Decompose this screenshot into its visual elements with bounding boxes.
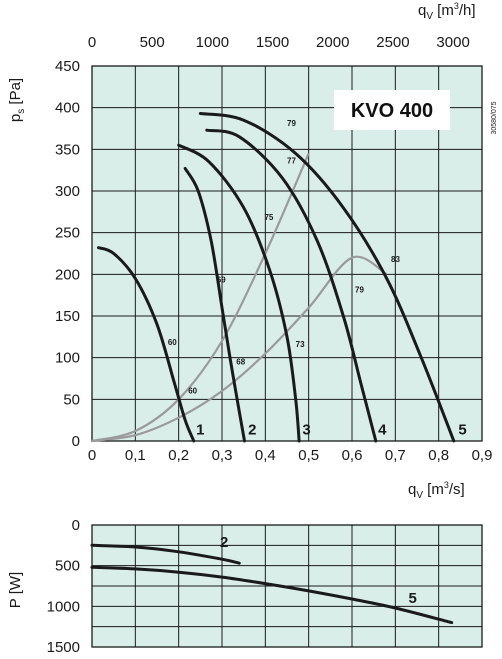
efficiency-label: 73 <box>296 340 305 349</box>
x-tick-label: 0,9 <box>472 447 493 464</box>
x-axis-title-sub: V <box>416 490 423 501</box>
top-axis-title-unit-pre: [m <box>433 2 454 19</box>
pressure-chart: 0 0,1 0,2 0,3 0,4 0,5 0,6 0,7 0,8 0,9050100150200… <box>7 1 498 501</box>
x-tick-label: 0,7 <box>385 447 406 464</box>
tick-labels: 0 0,1 0,2 0,3 0,4 0,5 0,6 0,7 0,8 0,9050100150200… <box>55 34 492 464</box>
efficiency-label: 79 <box>355 286 364 295</box>
top-x-tick-label: 500 <box>140 34 165 51</box>
power-y-axis-title-base: P <box>7 598 24 608</box>
x-tick-label: 0,6 <box>342 447 363 464</box>
efficiency-label: 68 <box>236 357 245 366</box>
efficiency-label: 75 <box>264 213 273 222</box>
fan-curves <box>97 112 456 443</box>
top-axis-title: qV [m3/h] <box>418 1 476 22</box>
y-tick-label: 100 <box>55 350 80 367</box>
curve-numbers: 1 2 3 4 5 <box>196 421 467 438</box>
y-tick-label: 150 <box>55 308 80 325</box>
power-y-tick-label: 1500 <box>47 639 80 656</box>
x-axis-title-unit-sup: 3 <box>444 480 449 490</box>
top-x-tick-label: 1500 <box>256 34 289 51</box>
x-axis-title: qV [m3/s] <box>408 480 465 501</box>
fan-curve-4 <box>205 128 378 443</box>
power-y-tick-label: 500 <box>55 558 80 575</box>
system-curve <box>91 153 310 443</box>
y-tick-label: 0 <box>72 433 80 450</box>
efficiency-label: 77 <box>287 157 296 166</box>
efficiency-label: 60 <box>168 338 177 347</box>
curve-number-label: 1 <box>196 421 204 438</box>
top-x-tick-label: 0 <box>88 34 96 51</box>
x-axis-title-base: q <box>408 481 416 498</box>
power-tick-labels: 0 500 1000 1500 <box>47 517 80 656</box>
y-tick-label: 200 <box>55 266 80 283</box>
curve-number-label: 5 <box>458 421 466 438</box>
power-curve-2 <box>90 543 241 565</box>
x-tick-label: 0 <box>88 447 96 464</box>
power-y-axis-title-unit: [W] <box>7 572 24 599</box>
top-axis-title-unit-sup: 3 <box>454 1 459 11</box>
power-y-tick-label: 0 <box>72 517 80 534</box>
y-tick-label: 50 <box>63 391 80 408</box>
fan-curve-5 <box>198 112 456 443</box>
power-y-tick-label: 1000 <box>47 598 80 615</box>
efficiency-label: 60 <box>188 387 197 396</box>
power-plot-frame <box>91 524 483 648</box>
top-axis-title-base: q <box>418 2 426 19</box>
plot-frame <box>91 65 483 442</box>
top-x-tick-label: 1000 <box>196 34 229 51</box>
power-curve-5 <box>90 565 454 625</box>
x-tick-label: 0,3 <box>212 447 233 464</box>
top-x-tick-label: 2500 <box>376 34 409 51</box>
x-axis-title-unit-pre: [m <box>423 481 444 498</box>
y-axis-title-sub: s <box>16 109 27 114</box>
power-curve-numbers: 25 <box>220 534 417 607</box>
x-tick-label: 0,4 <box>255 447 276 464</box>
top-x-tick-label: 2000 <box>316 34 349 51</box>
fan-curve-1 <box>97 246 196 443</box>
y-tick-label: 300 <box>55 183 80 200</box>
point-labels: 60 60 69 68 75 73 77 79 79 83 <box>168 119 401 396</box>
y-tick-label: 450 <box>55 58 80 75</box>
x-tick-label: 0,1 <box>125 447 146 464</box>
model-label-box <box>334 90 450 130</box>
power-y-axis-title: P [W] <box>7 572 24 608</box>
y-tick-label: 400 <box>55 100 80 117</box>
y-axis-title-unit: [Pa] <box>7 78 24 109</box>
y-axis-title: ps [Pa] <box>7 78 27 122</box>
fan-curve-2 <box>183 167 246 443</box>
efficiency-label: 79 <box>287 119 296 128</box>
fan-curve-3 <box>177 143 301 443</box>
model-label: KVO 400 <box>351 100 433 122</box>
system-curves <box>91 153 388 443</box>
y-axis-title-base: p <box>7 114 24 122</box>
y-tick-label: 350 <box>55 141 80 158</box>
top-axis-title-sub: V <box>426 11 433 22</box>
curve-number-label: 2 <box>248 421 256 438</box>
efficiency-label: 69 <box>217 276 226 285</box>
curve-number-label: 4 <box>378 421 387 438</box>
top-axis-title-unit-post: /h] <box>459 2 476 19</box>
x-axis-title-unit-post: /s] <box>449 481 465 498</box>
top-x-tick-label: 3000 <box>436 34 469 51</box>
x-tick-label: 0,8 <box>428 447 449 464</box>
power-curves <box>90 543 454 625</box>
efficiency-label: 83 <box>391 255 400 264</box>
power-curve-number-label: 5 <box>408 590 416 607</box>
x-tick-label: 0,5 <box>298 447 319 464</box>
x-tick-label: 0,2 <box>168 447 189 464</box>
y-tick-label: 250 <box>55 225 80 242</box>
curve-number-label: 3 <box>302 421 310 438</box>
figure-code: 30580/075 <box>491 101 498 134</box>
system-curve <box>91 255 388 443</box>
power-curve-number-label: 2 <box>220 534 228 551</box>
